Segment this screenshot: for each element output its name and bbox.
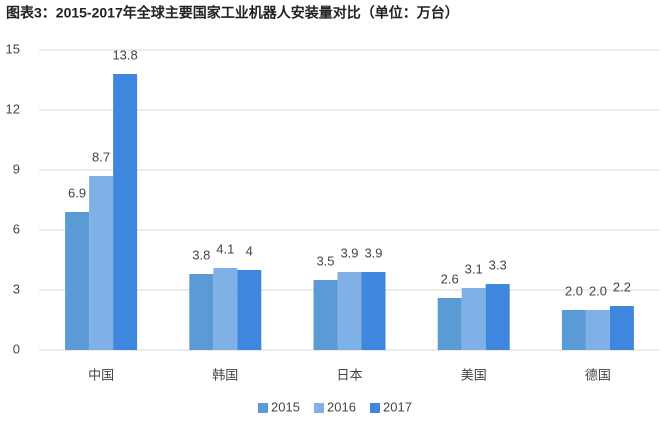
x-tick-label: 德国 <box>585 367 611 382</box>
value-label: 4.1 <box>216 241 234 256</box>
x-tick-label: 中国 <box>88 367 114 382</box>
value-label: 13.8 <box>112 47 137 62</box>
y-tick-label: 3 <box>13 281 20 296</box>
x-tick-label: 日本 <box>336 367 362 382</box>
legend-label: 2015 <box>271 399 300 414</box>
bar <box>609 306 634 350</box>
bar <box>561 310 586 350</box>
legend-label: 2016 <box>327 399 356 414</box>
bar <box>361 272 386 350</box>
bar <box>337 272 362 350</box>
value-label: 2.2 <box>613 279 631 294</box>
value-label: 3.1 <box>465 261 483 276</box>
value-label: 2.6 <box>441 271 459 286</box>
bar <box>313 280 338 350</box>
value-label: 2.0 <box>589 283 607 298</box>
y-tick-label: 0 <box>13 341 20 356</box>
bar <box>113 74 138 350</box>
bar <box>437 298 462 350</box>
x-tick-label: 韩国 <box>212 367 238 382</box>
bar <box>89 176 114 350</box>
chart-title: 图表3：2015-2017年全球主要国家工业机器人安装量对比（单位：万台） <box>6 5 459 21</box>
value-label: 3.8 <box>192 247 210 262</box>
value-label: 3.3 <box>489 257 507 272</box>
y-tick-label: 15 <box>6 41 20 56</box>
value-label: 8.7 <box>92 149 110 164</box>
y-tick-label: 9 <box>13 161 20 176</box>
legend-swatch <box>258 403 268 413</box>
value-label: 2.0 <box>565 283 583 298</box>
y-tick-label: 12 <box>6 101 20 116</box>
x-tick-label: 美国 <box>461 367 487 382</box>
value-label: 3.5 <box>316 253 334 268</box>
bar <box>65 212 90 350</box>
legend-label: 2017 <box>383 399 412 414</box>
bar <box>213 268 238 350</box>
legend-swatch <box>370 403 380 413</box>
value-label: 3.9 <box>340 245 358 260</box>
bar <box>585 310 610 350</box>
value-label: 6.9 <box>68 185 86 200</box>
y-tick-label: 6 <box>13 221 20 236</box>
value-label: 4 <box>246 243 253 258</box>
bar <box>237 270 262 350</box>
legend-swatch <box>314 403 324 413</box>
value-label: 3.9 <box>364 245 382 260</box>
bar <box>485 284 510 350</box>
bar <box>461 288 486 350</box>
bar <box>189 274 214 350</box>
